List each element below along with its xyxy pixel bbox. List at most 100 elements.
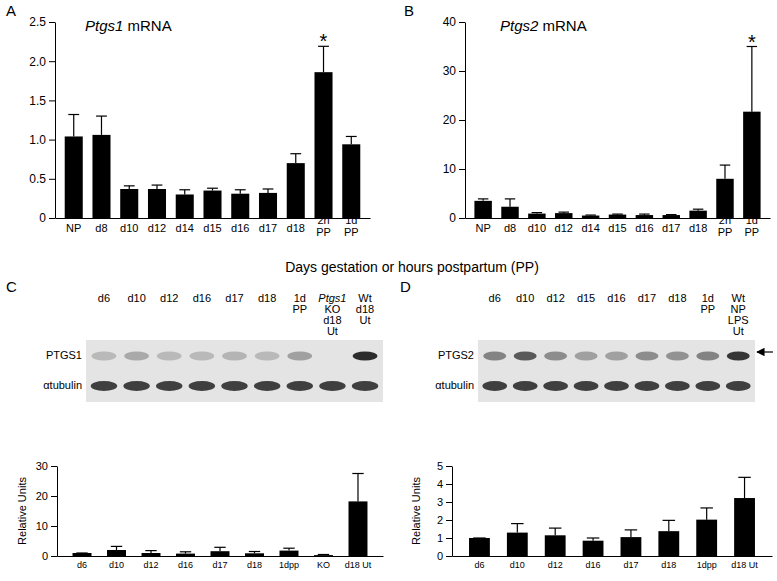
x-tick: d18 (661, 556, 676, 570)
y-tick: 20 (36, 490, 57, 502)
bar (120, 189, 138, 218)
error-line (184, 190, 185, 195)
error-cap (68, 114, 79, 115)
error-cap (214, 547, 225, 548)
y-tick-mark (49, 100, 55, 101)
lane-label: d6 (489, 292, 501, 304)
error-bar (214, 547, 225, 551)
lane-label: d18 (668, 292, 686, 304)
error-bar (249, 552, 260, 554)
error-cap (124, 185, 135, 186)
blot-band (287, 381, 313, 391)
blot-band (727, 352, 750, 361)
blot-band (635, 381, 660, 391)
blot-band (319, 381, 345, 391)
blot-band (352, 381, 378, 391)
x-tick: d16 (635, 218, 653, 234)
x-tick-label: d10 (120, 222, 138, 234)
bar (342, 144, 360, 218)
error-bar (505, 199, 515, 207)
y-tick-mark (51, 556, 57, 557)
blot-band (726, 381, 751, 391)
error-bar (152, 185, 163, 189)
x-tick: d14 (581, 218, 599, 234)
x-tick-label: d12 (555, 222, 573, 234)
error-bar (585, 215, 595, 216)
y-tick-mark (459, 120, 465, 121)
y-tick-mark (459, 71, 465, 72)
row-label: PTGS2 (438, 349, 474, 361)
y-tick: 2 (437, 514, 452, 526)
y-tick-label: 20 (36, 490, 48, 502)
error-line (509, 199, 510, 207)
lane-label: d15 (577, 292, 595, 304)
title: Ptgs1 mRNA (85, 17, 172, 34)
bar (259, 193, 277, 218)
y-tick-label: 1.0 (29, 133, 46, 147)
blot-band (222, 352, 247, 361)
y-axis-title: Relative Units (16, 477, 28, 545)
x-tick-label: d18 Ut (345, 560, 372, 570)
x-tick: d12 (555, 218, 573, 234)
y-tick-mark (459, 169, 465, 170)
y-tick-label: 0.5 (29, 172, 46, 186)
error-cap (511, 523, 523, 524)
error-line (668, 520, 669, 531)
blot-band (157, 352, 182, 361)
y-tick: 1.5 (29, 94, 55, 108)
x-tick: d12 (548, 556, 563, 570)
lane-label: d17 (638, 292, 656, 304)
error-bar (693, 209, 703, 210)
x-tick-label: d17 (259, 222, 277, 234)
error-bar (720, 165, 730, 179)
y-tick: 10 (36, 520, 57, 532)
blot-band (695, 381, 720, 391)
x-tick: NP (66, 218, 81, 234)
bar (663, 215, 680, 218)
plot-area (65, 46, 361, 218)
x-tick-label: d18 (287, 222, 305, 234)
y-axis-title: Relative Units (410, 477, 422, 545)
lane-label: d6 (98, 292, 110, 304)
x-tick: d8 (504, 218, 516, 234)
error-cap (478, 198, 488, 199)
error-cap (180, 551, 191, 552)
x-tick: d16 (586, 556, 601, 570)
y-tick-label: 30 (443, 64, 457, 78)
error-cap (263, 188, 274, 189)
error-cap (720, 164, 730, 165)
error-bar (145, 551, 156, 553)
blot-band (124, 352, 149, 361)
lane-label: d16 (193, 292, 211, 304)
x-tick: NP (475, 218, 490, 234)
bar (314, 72, 332, 218)
y-axis: 010203040 (443, 15, 466, 225)
error-bar (207, 188, 218, 190)
error-bar (625, 530, 637, 537)
error-bar (549, 528, 561, 535)
y-axis: 012345 (437, 460, 453, 562)
x-tick: d10 (510, 556, 525, 570)
y-tick-mark (49, 22, 55, 23)
x-tick: d6 (474, 556, 484, 570)
error-cap (346, 136, 357, 137)
x-tick-label: d18 Ut (731, 560, 758, 570)
annotation: * (320, 30, 328, 52)
error-cap (145, 550, 156, 551)
bar (636, 215, 653, 218)
bar (716, 179, 733, 218)
y-tick-label: 2 (437, 514, 443, 526)
error-line (517, 524, 518, 533)
lane-label: Wtd18Ut (356, 292, 374, 326)
plot-area (469, 477, 755, 556)
y-tick: 40 (443, 15, 465, 29)
annotation: * (748, 31, 756, 53)
lane-label: d10 (516, 292, 534, 304)
error-cap (283, 548, 294, 549)
panel-letter: B (404, 2, 414, 19)
bar (65, 136, 83, 218)
error-cap (639, 213, 649, 214)
error-bar (346, 136, 357, 144)
x-tick: d17 (259, 218, 277, 234)
bar (501, 207, 518, 218)
